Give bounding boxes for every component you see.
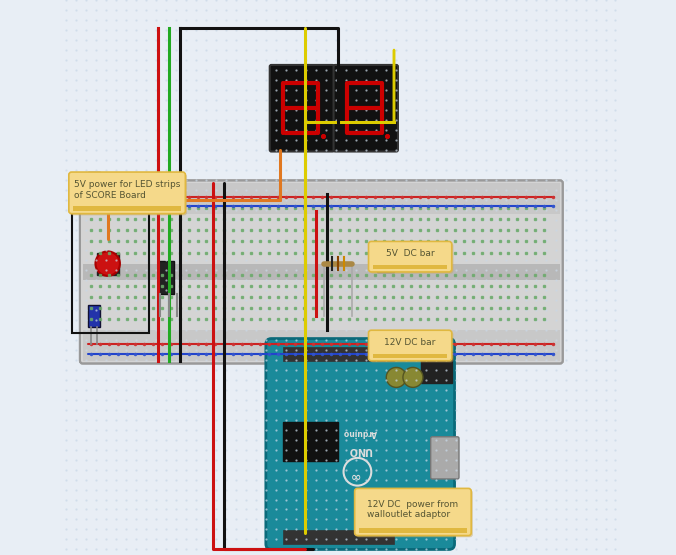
Circle shape <box>433 512 442 521</box>
FancyBboxPatch shape <box>80 180 563 364</box>
FancyBboxPatch shape <box>70 174 187 215</box>
FancyBboxPatch shape <box>69 172 185 214</box>
Text: 12V DC bar: 12V DC bar <box>385 338 436 347</box>
Bar <box>283 347 393 361</box>
Bar <box>82 330 560 361</box>
FancyBboxPatch shape <box>355 488 471 536</box>
FancyBboxPatch shape <box>370 332 454 362</box>
Bar <box>82 183 560 214</box>
Bar <box>377 255 393 272</box>
Text: ∞: ∞ <box>351 471 361 484</box>
Bar <box>421 352 452 383</box>
Bar <box>373 265 448 269</box>
Bar <box>89 305 101 327</box>
Bar <box>72 194 149 333</box>
Text: 12V DC  power from
walloutlet adaptor: 12V DC power from walloutlet adaptor <box>367 500 458 519</box>
FancyBboxPatch shape <box>270 65 334 152</box>
Bar <box>283 422 338 461</box>
Bar <box>89 172 101 194</box>
Circle shape <box>343 458 371 486</box>
FancyBboxPatch shape <box>333 65 398 152</box>
Bar <box>283 530 393 544</box>
Bar <box>82 264 560 280</box>
Circle shape <box>386 367 406 387</box>
Bar <box>373 354 448 358</box>
Text: 5V power for LED strips
of SCORE Board: 5V power for LED strips of SCORE Board <box>74 180 180 200</box>
Circle shape <box>380 259 390 269</box>
Circle shape <box>403 367 423 387</box>
Bar <box>73 206 181 211</box>
FancyBboxPatch shape <box>356 490 473 537</box>
Bar <box>158 261 174 294</box>
FancyBboxPatch shape <box>266 339 454 549</box>
FancyBboxPatch shape <box>370 243 454 274</box>
FancyBboxPatch shape <box>368 241 452 272</box>
Text: Arduino: Arduino <box>343 428 377 437</box>
Text: 5V  DC bar: 5V DC bar <box>386 249 435 259</box>
Circle shape <box>95 251 120 276</box>
Bar <box>359 528 466 533</box>
FancyBboxPatch shape <box>368 330 452 361</box>
Bar <box>97 253 119 275</box>
FancyBboxPatch shape <box>431 437 459 479</box>
Text: UNO: UNO <box>348 445 372 455</box>
